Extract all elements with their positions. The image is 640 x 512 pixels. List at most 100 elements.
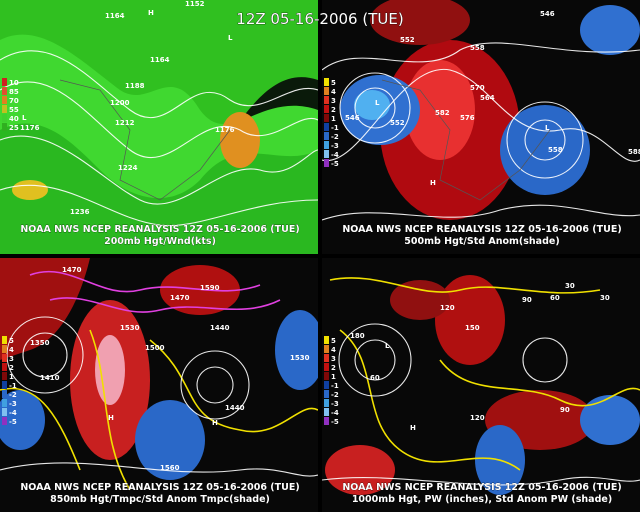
legend-swatch <box>2 123 7 131</box>
legend-label: -5 <box>331 160 339 168</box>
contour-label: H <box>148 9 154 17</box>
contour-label: 1188 <box>125 82 145 90</box>
legend-label: 4 <box>331 88 336 96</box>
contour-label: 1440 <box>225 404 245 412</box>
legend-label: -4 <box>9 409 17 417</box>
contour-label: 1470 <box>170 294 190 302</box>
map-title: 12Z 05-16-2006 (TUE) <box>236 10 403 28</box>
legend-label: 3 <box>331 355 336 363</box>
legend-swatch <box>2 354 7 362</box>
legend-label: -1 <box>331 124 339 132</box>
legend-swatch <box>2 78 7 86</box>
contour-label: 552 <box>400 36 415 44</box>
contour-label: 1176 <box>20 124 40 132</box>
legend-swatch <box>324 114 329 122</box>
contour-label: 1560 <box>160 464 180 472</box>
panel-caption: NOAA NWS NCEP REANALYSIS 12Z 05-16-2006 … <box>342 482 621 493</box>
legend-swatch <box>324 87 329 95</box>
legend-swatch <box>324 336 329 344</box>
contour-label: 30 <box>600 294 610 302</box>
panel-1000mb <box>322 258 640 512</box>
legend-label: 1 <box>331 373 336 381</box>
legend-label: -1 <box>331 382 339 390</box>
contour-label: 1530 <box>120 324 140 332</box>
contour-label: 120 <box>470 414 485 422</box>
legend-label: -3 <box>331 142 339 150</box>
legend-swatch <box>324 96 329 104</box>
legend-swatch <box>324 381 329 389</box>
legend-label: 25 <box>9 124 19 132</box>
contour-label: H <box>430 179 436 187</box>
legend-swatch <box>2 114 7 122</box>
legend-label: -2 <box>331 133 339 141</box>
legend-label: 1 <box>331 115 336 123</box>
contour-label: L <box>375 99 380 107</box>
legend-swatch <box>2 336 7 344</box>
legend-label: -4 <box>331 409 339 417</box>
panel-subcaption: 200mb Hgt/Wnd(kts) <box>104 236 216 247</box>
legend-swatch <box>324 399 329 407</box>
contour-label: L <box>228 34 233 42</box>
contour-label: 1500 <box>145 344 165 352</box>
legend-swatch <box>324 390 329 398</box>
contour-label: 552 <box>390 119 405 127</box>
panel-subcaption: 1000mb Hgt, PW (inches), Std Anom PW (sh… <box>352 494 612 505</box>
contour-label: 30 <box>565 282 575 290</box>
contour-label: 1590 <box>200 284 220 292</box>
legend-label: -5 <box>331 418 339 426</box>
legend-swatch <box>324 78 329 86</box>
legend-swatch <box>2 87 7 95</box>
contour-label: 546 <box>345 114 360 122</box>
legend-label: 55 <box>9 106 19 114</box>
legend-label: 5 <box>331 79 336 87</box>
contour-label: 1530 <box>290 354 310 362</box>
panel-caption: NOAA NWS NCEP REANALYSIS 12Z 05-16-2006 … <box>342 224 621 235</box>
legend-swatch <box>324 408 329 416</box>
legend-label: -2 <box>9 391 17 399</box>
legend-swatch <box>324 141 329 149</box>
contour-label: 90 <box>522 296 532 304</box>
legend-swatch <box>324 105 329 113</box>
contour-label: L <box>22 114 27 122</box>
legend-swatch <box>2 381 7 389</box>
contour-label: 1176 <box>215 126 235 134</box>
legend-swatch <box>324 123 329 131</box>
contour-label: 1212 <box>115 119 135 127</box>
contour-label: 1236 <box>70 208 90 216</box>
legend-label: -1 <box>9 382 17 390</box>
legend-label: -3 <box>9 400 17 408</box>
contour-label: 1200 <box>110 99 130 107</box>
legend-label: 1 <box>9 373 14 381</box>
contour-label: 1350 <box>30 339 50 347</box>
legend-label: 85 <box>9 88 19 96</box>
legend-label: 10 <box>9 79 19 87</box>
contour-label: H <box>410 424 416 432</box>
contour-label: L <box>385 342 390 350</box>
legend-label: 4 <box>331 346 336 354</box>
panel-500mb <box>322 0 640 254</box>
legend-label: 2 <box>331 106 336 114</box>
contour-label: 582 <box>435 109 450 117</box>
panel-subcaption: 850mb Hgt/Tmpc/Std Anom Tmpc(shade) <box>50 494 270 505</box>
contour-label: 558 <box>470 44 485 52</box>
legend-swatch <box>2 105 7 113</box>
contour-label: 1164 <box>150 56 170 64</box>
legend-swatch <box>2 408 7 416</box>
legend-label: -4 <box>331 151 339 159</box>
legend-label: 40 <box>9 115 19 123</box>
legend-swatch <box>324 354 329 362</box>
legend-swatch <box>2 417 7 425</box>
legend-label: 2 <box>9 364 14 372</box>
legend-swatch <box>324 363 329 371</box>
legend-label: 5 <box>331 337 336 345</box>
contour-label: 1224 <box>118 164 138 172</box>
legend-label: 2 <box>331 364 336 372</box>
contour-label: H <box>108 414 114 422</box>
contour-label: 558 <box>548 146 563 154</box>
contour-label: 570 <box>470 84 485 92</box>
legend-label: -3 <box>331 400 339 408</box>
contour-label: 1152 <box>185 0 205 8</box>
legend-swatch <box>2 399 7 407</box>
legend-label: -2 <box>331 391 339 399</box>
contour-label: 1470 <box>62 266 82 274</box>
